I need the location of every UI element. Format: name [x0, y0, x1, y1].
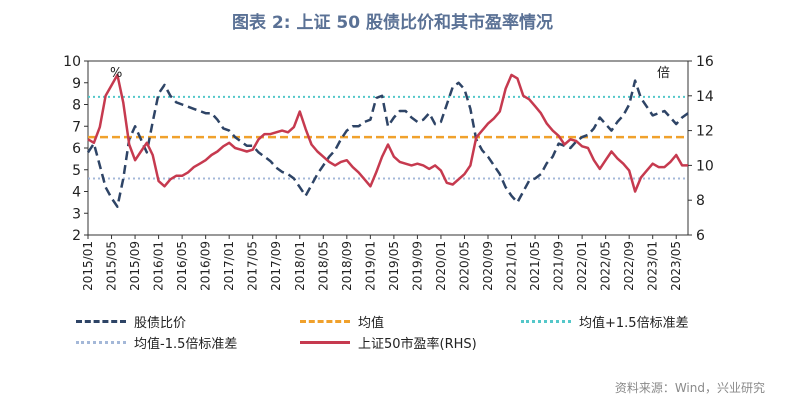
- x-tick-label: 2021/09: [552, 241, 566, 291]
- x-axis: 2015/01 2015/05 2015/09 2016/01 2016/05 2016/…: [81, 235, 683, 291]
- x-tick-label: 2017/09: [269, 241, 283, 291]
- left-tick-label: 4: [72, 185, 81, 201]
- left-tick-label: 10: [63, 54, 81, 70]
- x-tick-label: 2018/01: [293, 241, 307, 291]
- x-tick-label: 2020/09: [481, 241, 495, 291]
- reference-lines: [88, 95, 688, 180]
- plot-border: [87, 60, 689, 236]
- x-tick-label: 2018/05: [316, 241, 330, 291]
- x-tick-label: 2015/09: [128, 241, 142, 291]
- right-tick-label: 8: [696, 193, 705, 209]
- x-tick-label: 2017/05: [246, 241, 260, 291]
- right-axis: 6 8 10 12 14 16: [688, 54, 714, 244]
- x-tick-label: 2022/05: [599, 241, 613, 291]
- x-tick-label: 2015/01: [81, 241, 95, 291]
- left-tick-label: 8: [72, 98, 81, 114]
- x-tick-label: 2022/01: [575, 241, 589, 291]
- left-tick-label: 3: [72, 206, 81, 222]
- x-tick-label: 2016/05: [175, 241, 189, 291]
- left-axis-unit: %: [110, 66, 122, 81]
- x-tick-label: 2020/05: [457, 241, 471, 291]
- x-tick-label: 2023/01: [646, 241, 660, 291]
- stock-bond-ratio-line: [86, 79, 689, 208]
- left-tick-label: 9: [72, 76, 81, 92]
- right-tick-label: 14: [696, 89, 714, 105]
- left-axis: 2 3 4 5 6 7 8 9 10: [63, 54, 88, 244]
- data-series: [86, 73, 689, 208]
- right-tick-label: 12: [696, 124, 714, 140]
- x-tick-label: 2022/09: [622, 241, 636, 291]
- left-tick-label: 2: [72, 228, 81, 244]
- left-tick-label: 7: [72, 119, 81, 135]
- source-note: 资料来源：Wind，兴业研究: [614, 381, 765, 395]
- right-axis-unit: 倍: [657, 66, 670, 81]
- left-tick-label: 5: [72, 163, 81, 179]
- x-tick-label: 2017/01: [222, 241, 236, 291]
- chart-frame: [87, 60, 689, 236]
- x-tick-label: 2021/01: [505, 241, 519, 291]
- x-tick-label: 2019/09: [410, 241, 424, 291]
- pe-ratio-line: [87, 73, 688, 193]
- right-tick-label: 16: [696, 54, 714, 70]
- x-tick-label: 2018/09: [340, 241, 354, 291]
- x-tick-label: 2019/05: [387, 241, 401, 291]
- left-tick-label: 6: [72, 141, 81, 157]
- x-tick-label: 2019/01: [363, 241, 377, 291]
- x-tick-label: 2016/01: [152, 241, 166, 291]
- x-tick-label: 2023/05: [669, 241, 683, 291]
- x-tick-label: 2020/01: [434, 241, 448, 291]
- x-tick-label: 2021/05: [528, 241, 542, 291]
- x-tick-label: 2015/05: [105, 241, 119, 291]
- chart-title: 图表 2: 上证 50 股债比价和其市盈率情况: [232, 13, 553, 33]
- right-tick-label: 10: [696, 158, 714, 174]
- right-tick-label: 6: [696, 228, 705, 244]
- x-tick-label: 2016/09: [199, 241, 213, 291]
